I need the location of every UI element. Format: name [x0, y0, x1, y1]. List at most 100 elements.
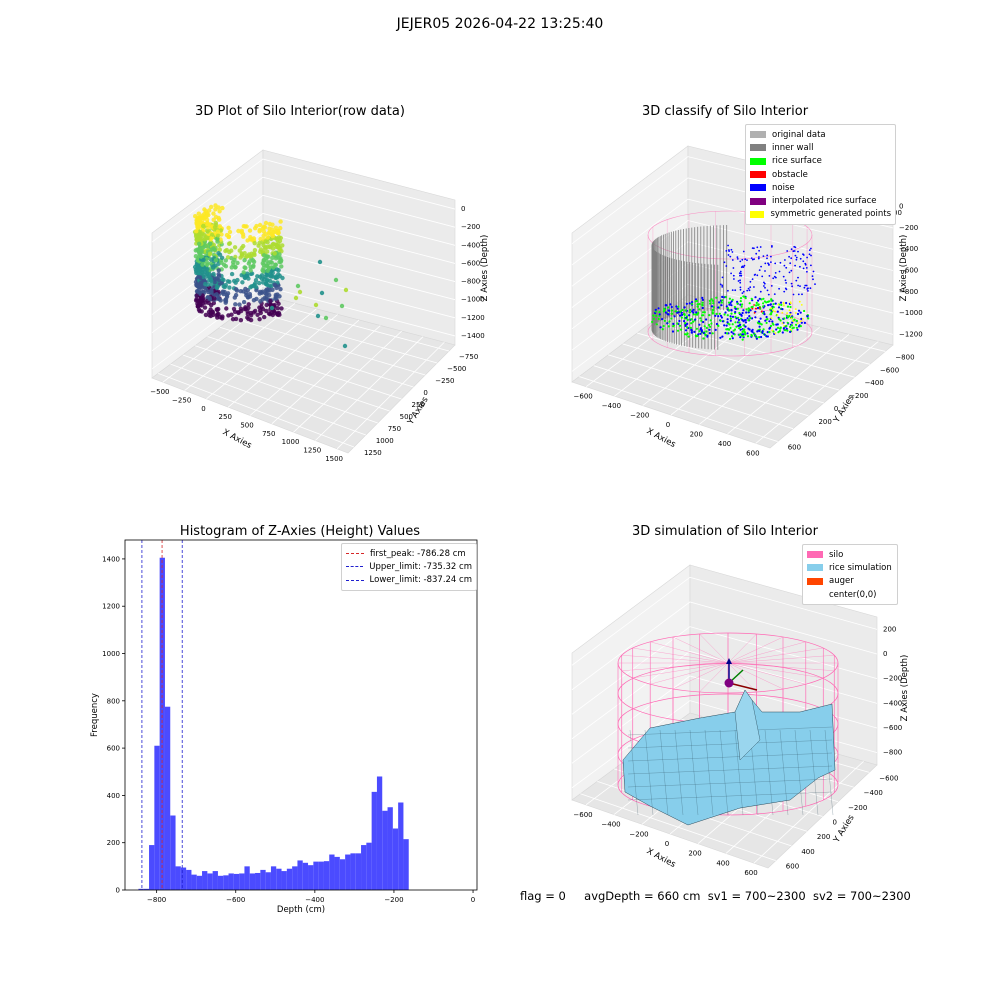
point: [715, 312, 718, 315]
data-point: [233, 302, 238, 307]
y-tick-label: 200: [818, 418, 831, 426]
data-point: [280, 243, 285, 248]
histogram-bar: [260, 869, 266, 890]
point: [678, 324, 682, 327]
histogram-bar: [180, 867, 187, 890]
panel3-histogram: −800 −600 −400 −200 0 0 200 400 600 800 1000 1200 14…: [90, 539, 478, 915]
point: [657, 317, 660, 321]
grid-line: [182, 354, 378, 424]
x-tick-label: 1250: [303, 447, 321, 455]
point: [711, 312, 715, 315]
point: [651, 320, 654, 323]
point: [765, 315, 768, 319]
data-point: [202, 305, 208, 310]
x-axis-label: X Axies: [645, 846, 678, 870]
data-point: [259, 273, 265, 278]
noise-point: [740, 274, 743, 277]
classified-points: [651, 244, 816, 341]
point: [684, 324, 687, 327]
symmetric-point: [800, 320, 802, 323]
point: [701, 304, 704, 307]
data-point: [207, 241, 213, 246]
mesh-line: [809, 729, 819, 816]
panel3-title: Histogram of Z-Axies (Height) Values: [179, 524, 421, 539]
auger-x-arrow: [728, 682, 758, 691]
y-tick-label: 600: [107, 745, 120, 753]
point: [745, 311, 748, 314]
data-point: [293, 295, 299, 301]
y-tick-label: 1200: [102, 603, 120, 611]
grid-line: [151, 176, 456, 261]
grid-line: [637, 332, 840, 391]
status-sv1: sv1 = 700~2300: [707, 889, 806, 903]
point: [721, 320, 725, 323]
data-point: [317, 259, 323, 265]
data-point: [211, 271, 216, 277]
data-point: [261, 269, 266, 274]
data-point: [215, 229, 221, 234]
data-point: [205, 221, 211, 226]
point: [663, 319, 666, 322]
point: [694, 318, 697, 321]
point: [667, 325, 670, 328]
point: [687, 335, 690, 338]
noise-point: [738, 272, 741, 275]
noise-point: [764, 262, 767, 265]
y-tick-label: 0: [423, 389, 427, 397]
z-tick-label: −600: [899, 267, 918, 275]
x-tick-label: −200: [629, 830, 648, 838]
point: [652, 317, 655, 320]
noise-point: [759, 290, 762, 293]
noise-point: [802, 260, 805, 263]
symmetric-point: [774, 310, 776, 313]
symmetric-point: [789, 313, 792, 316]
data-point: [255, 312, 260, 317]
point: [667, 313, 670, 316]
data-point: [200, 216, 205, 221]
noise-point: [784, 279, 787, 282]
point: [731, 315, 735, 318]
point: [788, 314, 791, 318]
x-axis-label: X Axies: [221, 427, 254, 451]
point: [750, 297, 753, 300]
x-tick-label: −600: [574, 393, 593, 401]
z-tick-label: −800: [899, 288, 918, 296]
silo-top-spoke: [727, 662, 835, 671]
data-point: [193, 248, 198, 253]
grid-line: [642, 312, 762, 406]
point: [690, 328, 693, 331]
data-point: [251, 264, 256, 269]
data-point: [247, 259, 252, 264]
data-point: [242, 258, 247, 263]
point: [734, 310, 737, 314]
noise-point: [764, 286, 766, 289]
data-point: [263, 246, 268, 251]
point: [789, 325, 792, 328]
point: [757, 322, 760, 325]
data-point: [257, 280, 262, 286]
panel2-classify-scatter: 0 −200 −400 −600 −800 −1000 −1200 −600 −400 −200 0…: [571, 145, 923, 457]
point: [711, 332, 714, 335]
noise-point: [756, 246, 759, 249]
data-point: [258, 299, 263, 304]
point: [676, 322, 679, 325]
point: [684, 329, 688, 332]
data-point: [205, 262, 210, 267]
noise-point: [727, 254, 730, 256]
point: [672, 322, 675, 325]
data-point: [216, 272, 221, 277]
legend-item-auger: auger: [807, 575, 893, 588]
point: [783, 317, 786, 320]
point: [721, 335, 724, 338]
data-point: [216, 268, 221, 273]
y-tick-label: −400: [865, 379, 884, 387]
data-point: [275, 311, 280, 317]
point: [654, 310, 657, 313]
data-point: [208, 236, 214, 241]
noise-point: [736, 256, 739, 258]
grid-line: [151, 285, 456, 370]
point: [744, 321, 748, 324]
obstacle-point: [758, 306, 761, 309]
legend-swatch: [750, 197, 766, 205]
histogram-bar: [138, 888, 144, 890]
